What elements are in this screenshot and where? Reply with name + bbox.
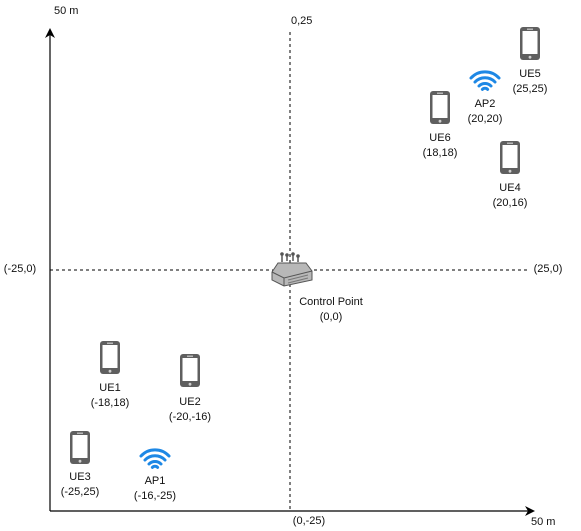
wifi-icon bbox=[469, 70, 501, 91]
smartphone-icon bbox=[520, 27, 540, 60]
device-ue6: UE6 (18,18) bbox=[423, 91, 458, 159]
device-ap1: AP1 (-16,-25) bbox=[134, 448, 176, 502]
device-name-ue6: UE6 bbox=[429, 132, 450, 144]
device-name-ue2: UE2 bbox=[179, 396, 200, 408]
smartphone-icon bbox=[500, 141, 520, 174]
router-icon bbox=[271, 252, 313, 287]
device-coords-ue1: (-18,18) bbox=[91, 397, 130, 409]
y-axis-label: 50 m bbox=[54, 5, 78, 17]
device-ap2: AP2 (20,20) bbox=[468, 70, 503, 125]
wifi-icon bbox=[139, 448, 171, 469]
control-point-coords: (0,0) bbox=[320, 311, 343, 323]
device-name-ue5: UE5 bbox=[519, 68, 540, 80]
control-point: Control Point (0,0) bbox=[271, 252, 363, 323]
device-ue3: UE3 (-25,25) bbox=[61, 431, 100, 498]
device-name-ue1: UE1 bbox=[99, 382, 120, 394]
device-coords-ap2: (20,20) bbox=[468, 113, 503, 125]
device-name-ue4: UE4 bbox=[499, 182, 520, 194]
right-center-label: (25,0) bbox=[534, 263, 563, 275]
smartphone-icon bbox=[70, 431, 90, 464]
smartphone-icon bbox=[180, 354, 200, 387]
smartphone-icon bbox=[100, 341, 120, 374]
device-coords-ue4: (20,16) bbox=[493, 197, 528, 209]
device-ue4: UE4 (20,16) bbox=[493, 141, 528, 209]
smartphone-icon bbox=[430, 91, 450, 124]
x-axis-label: 50 m bbox=[531, 516, 555, 528]
device-ue1: UE1 (-18,18) bbox=[91, 341, 130, 409]
device-coords-ue3: (-25,25) bbox=[61, 486, 100, 498]
device-coords-ue2: (-20,-16) bbox=[169, 411, 211, 423]
device-name-ap2: AP2 bbox=[475, 98, 496, 110]
top-center-label: 0,25 bbox=[291, 15, 312, 27]
device-coords-ap1: (-16,-25) bbox=[134, 490, 176, 502]
device-ue2: UE2 (-20,-16) bbox=[169, 354, 211, 423]
bottom-center-label: (0,-25) bbox=[293, 515, 325, 527]
control-point-label: Control Point bbox=[299, 296, 363, 308]
device-coords-ue6: (18,18) bbox=[423, 147, 458, 159]
left-center-label: (-25,0) bbox=[4, 263, 36, 275]
device-ue5: UE5 (25,25) bbox=[513, 27, 548, 95]
device-name-ue3: UE3 bbox=[69, 471, 90, 483]
device-coords-ue5: (25,25) bbox=[513, 83, 548, 95]
device-name-ap1: AP1 bbox=[145, 475, 166, 487]
